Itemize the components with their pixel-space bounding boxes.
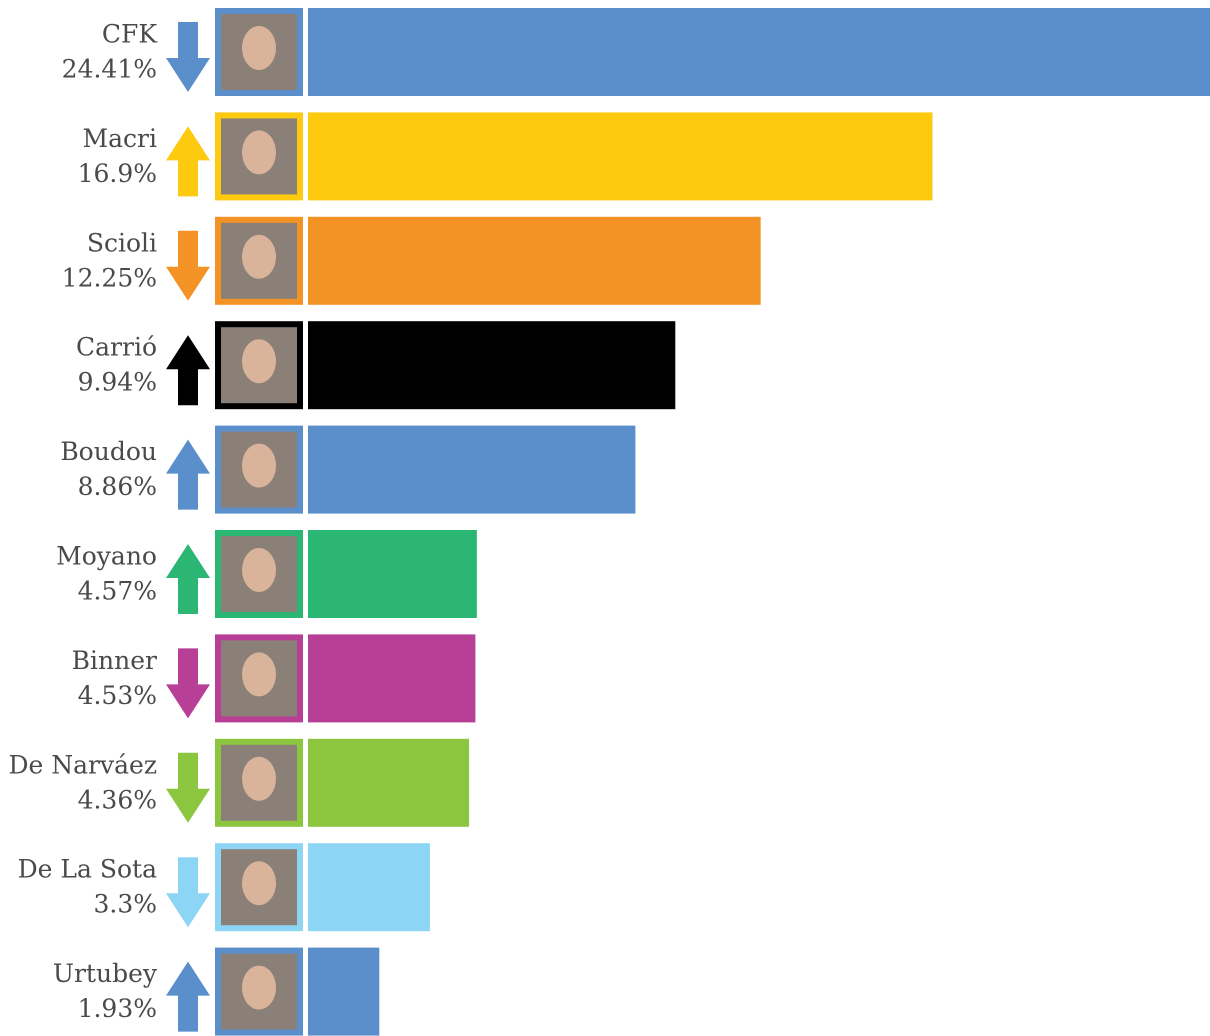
trend-arrow — [166, 961, 210, 1032]
bar — [308, 530, 477, 618]
value-label: 24.41% — [62, 55, 157, 84]
category-label: De La Sota — [18, 855, 157, 884]
trend-arrow — [166, 335, 210, 406]
photo-face — [242, 26, 276, 70]
value-label: 12.25% — [62, 263, 157, 292]
value-label: 4.53% — [78, 681, 157, 710]
category-label: Moyano — [56, 542, 157, 571]
photo-face — [242, 965, 276, 1010]
bar — [308, 321, 676, 410]
trend-arrow — [166, 126, 210, 197]
value-label: 9.94% — [78, 368, 157, 397]
bar — [308, 425, 636, 514]
category-label: Boudou — [60, 437, 157, 466]
value-label: 16.9% — [78, 159, 157, 188]
photo-face — [242, 756, 276, 801]
photo-face — [242, 652, 276, 697]
photo-face — [242, 130, 276, 175]
value-label: 4.57% — [78, 577, 157, 606]
category-label: Macri — [83, 124, 157, 153]
category-label: CFK — [102, 20, 158, 49]
value-label: 4.36% — [78, 785, 157, 814]
trend-arrow — [166, 544, 210, 614]
bar — [308, 738, 470, 827]
category-label: Scioli — [87, 228, 157, 257]
bar — [308, 843, 430, 932]
bar — [308, 8, 1210, 96]
trend-arrow — [166, 230, 210, 301]
trend-arrow — [166, 648, 210, 719]
photo-face — [242, 234, 276, 279]
value-label: 1.93% — [78, 994, 157, 1023]
category-label: Urtubey — [53, 959, 158, 988]
bar — [308, 216, 761, 305]
category-label: Binner — [72, 646, 157, 675]
trend-arrow — [166, 752, 210, 823]
photo-face — [242, 443, 276, 488]
bar — [308, 112, 933, 201]
photo-face — [242, 548, 276, 592]
category-label: Carrió — [76, 333, 157, 362]
trend-arrow — [166, 857, 210, 928]
bar — [308, 634, 476, 723]
category-label: De Narváez — [8, 750, 157, 779]
bar — [308, 947, 380, 1036]
photo-face — [242, 861, 276, 906]
photo-face — [242, 339, 276, 384]
trend-arrow — [166, 22, 210, 92]
value-label: 8.86% — [78, 472, 157, 501]
trend-arrow — [166, 439, 210, 510]
value-label: 3.3% — [93, 890, 157, 919]
